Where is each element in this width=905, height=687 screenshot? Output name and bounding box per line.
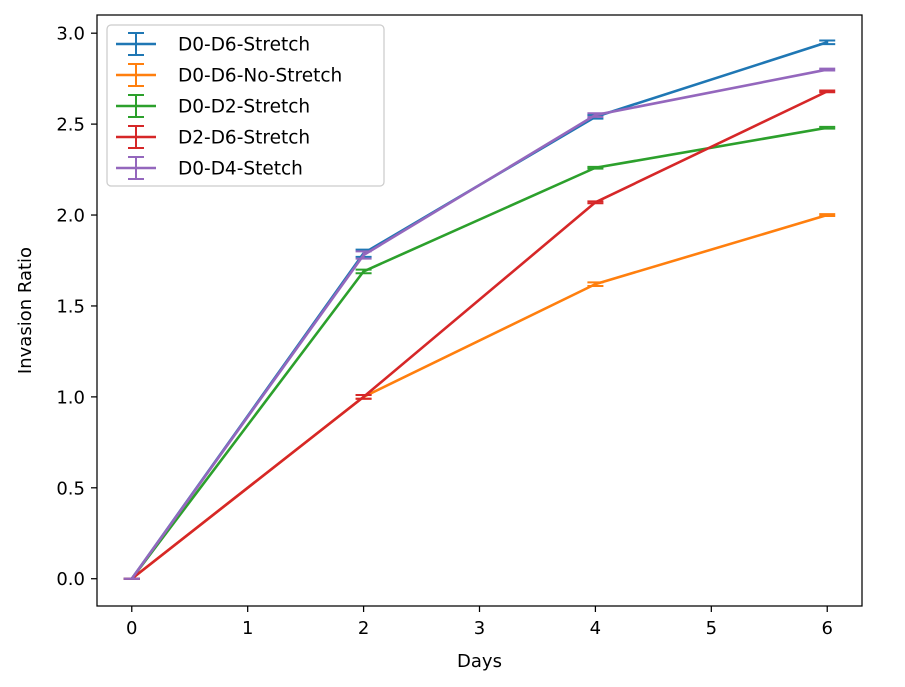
y-tick-label: 1.0 <box>56 387 85 408</box>
x-tick-label: 0 <box>126 618 137 639</box>
legend-item: D2-D6-Stretch <box>116 125 310 149</box>
x-tick-label: 2 <box>358 618 369 639</box>
series-line <box>130 90 828 580</box>
y-tick-label: 2.5 <box>56 115 85 136</box>
y-axis-title: Invasion Ratio <box>15 247 36 374</box>
x-axis-title: Days <box>457 651 502 672</box>
y-tick-label: 1.5 <box>56 296 85 317</box>
legend-box <box>106 24 385 187</box>
x-axis-ticks: 0 1 2 3 4 5 6 <box>126 606 833 639</box>
y-tick-label: 2.0 <box>56 206 85 227</box>
legend-label: D0-D2-Stretch <box>178 97 310 118</box>
x-tick-label: 6 <box>822 618 833 639</box>
legend-label: D0-D6-Stretch <box>178 35 310 56</box>
legend-item: D0-D4-Stetch <box>116 156 303 180</box>
series-d0-d4-stetch <box>123 67 836 580</box>
y-axis-ticks: 0.0 0.5 1.0 1.5 2.0 2.5 3.0 <box>56 24 97 590</box>
legend-item: D0-D6-No-Stretch <box>116 63 342 87</box>
x-tick-label: 1 <box>242 618 253 639</box>
x-tick-label: 5 <box>706 618 717 639</box>
legend-label: D0-D4-Stetch <box>178 159 303 180</box>
x-tick-label: 4 <box>590 618 601 639</box>
legend: D0-D6-Stretch D0-D6-No-Stretch D0-D2-Stret… <box>106 24 385 187</box>
legend-item: D0-D6-Stretch <box>116 32 310 56</box>
legend-item: D0-D2-Stretch <box>116 94 310 118</box>
legend-label: D2-D6-Stretch <box>178 128 310 149</box>
series-line <box>130 68 828 580</box>
legend-label: D0-D6-No-Stretch <box>178 66 342 87</box>
y-tick-label: 0.5 <box>56 478 85 499</box>
y-tick-label: 3.0 <box>56 24 85 45</box>
series-layer <box>123 39 836 580</box>
x-tick-label: 3 <box>474 618 485 639</box>
y-tick-label: 0.0 <box>56 569 85 590</box>
